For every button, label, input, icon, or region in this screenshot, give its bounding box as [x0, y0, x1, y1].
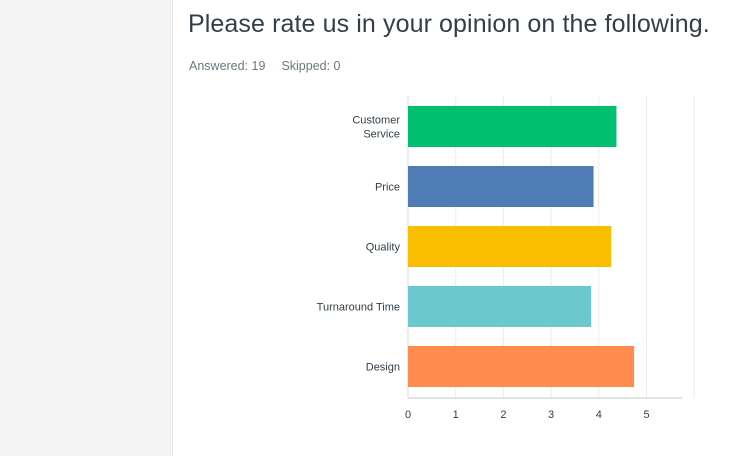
category-label: Price: [375, 182, 400, 194]
question-summary: Please rate us in your opinion on the fo…: [173, 0, 748, 456]
left-sidebar-panel: [0, 0, 173, 456]
x-tick-label: 5: [643, 409, 649, 421]
bar-0: [408, 106, 617, 147]
x-tick-label: 0: [405, 409, 411, 421]
category-label: Quality: [366, 242, 401, 254]
category-label: Turnaround Time: [317, 302, 400, 314]
bar-1: [408, 166, 594, 207]
rating-bar-chart: Customer Service Price Quality Turnaround Ti…: [317, 96, 695, 421]
category-label: Customer: [352, 115, 400, 127]
skipped-count: Skipped: 0: [281, 59, 341, 73]
bar-2: [408, 226, 612, 267]
answered-count: Answered: 19: [189, 59, 266, 73]
category-label: Design: [366, 362, 400, 374]
category-label: Service: [363, 129, 400, 141]
x-tick-label: 3: [548, 409, 554, 421]
x-tick-label: 4: [596, 409, 602, 421]
response-counts: Answered: 19 Skipped: 0: [189, 59, 341, 73]
x-tick-label: 2: [500, 409, 506, 421]
bar-3: [408, 286, 592, 327]
question-title: Please rate us in your opinion on the fo…: [188, 10, 710, 38]
x-tick-label: 1: [453, 409, 459, 421]
bar-4: [408, 346, 635, 387]
